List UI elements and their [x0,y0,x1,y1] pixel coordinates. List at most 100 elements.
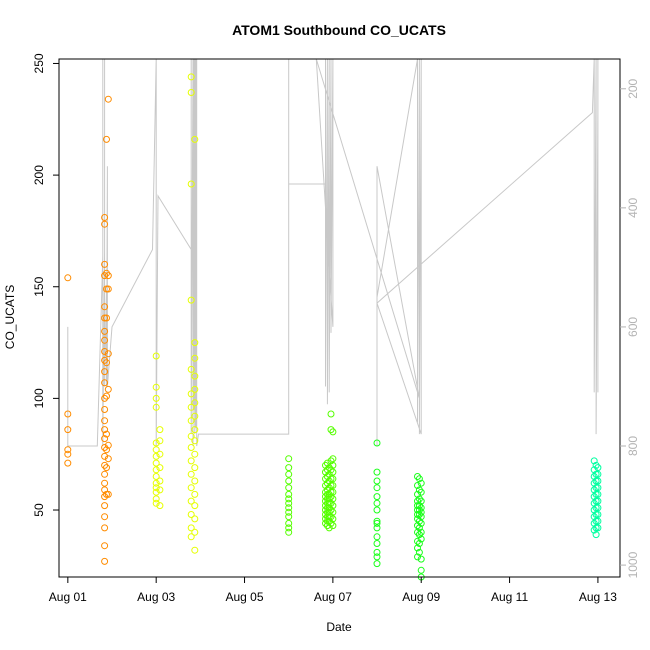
data-point [285,484,293,492]
data-point [187,524,195,532]
data-point [414,502,421,510]
data-point [191,385,199,393]
data-point [101,379,109,387]
right-tick-label: 600 [626,317,640,337]
data-point [590,466,598,474]
data-point [104,350,112,358]
data-point [191,490,199,498]
data-point [187,73,195,81]
data-point [156,486,164,494]
data-point [327,506,335,514]
data-point [64,410,72,418]
data-point [101,260,109,268]
secondary-series-line [67,59,599,447]
data-point [101,336,109,344]
data-point [414,544,421,552]
data-point [101,502,109,510]
data-point [101,356,109,364]
data-point [104,490,112,498]
data-point [101,406,109,413]
data-point [191,399,199,407]
y-tick-label: 50 [32,503,46,517]
data-point [103,430,110,438]
data-point [101,348,109,355]
data-point [101,524,109,532]
data-point [101,557,109,565]
data-point [329,495,337,503]
data-point [327,519,335,527]
data-point [187,444,195,451]
scatter-points-layer [64,73,602,581]
data-point [415,540,423,547]
data-point [285,455,293,463]
data-point [101,444,109,451]
data-point [590,479,598,487]
y-axis-label: CO_UCATS [3,285,17,349]
data-point [373,517,381,525]
data-point [594,477,602,485]
data-point [329,488,337,496]
data-point [104,455,112,463]
data-point [191,135,199,143]
data-point [104,95,112,103]
data-point [285,470,293,478]
data-point [414,528,421,536]
data-point [285,504,293,512]
data-point [414,473,421,480]
data-point [325,495,333,503]
data-point [590,457,598,465]
data-point [329,475,337,483]
data-point [101,214,109,221]
data-point [156,437,164,445]
data-point [285,499,293,507]
data-point [187,365,195,373]
data-point [417,535,425,543]
data-point [414,522,421,530]
data-point [329,482,337,489]
data-point [327,499,335,507]
data-point [373,548,381,556]
data-point [327,488,335,496]
data-point [327,475,335,483]
data-point [152,383,160,391]
data-point [414,553,421,561]
data-point [329,428,337,436]
x-tick-label: Aug 03 [137,590,175,604]
data-point [101,513,109,521]
right-tick-label: 1000 [626,551,640,578]
data-point [187,89,195,96]
data-point [152,466,160,474]
data-point [373,560,381,568]
data-point [373,519,381,527]
data-point [152,488,160,496]
data-point [101,417,109,425]
data-point [191,528,199,536]
data-point [594,497,602,505]
data-point [104,272,112,280]
data-point [327,466,335,474]
data-point [285,524,293,532]
data-point [191,546,199,554]
x-tick-label: Aug 09 [402,590,440,604]
data-point [101,493,109,501]
data-point [64,450,72,458]
data-point [417,566,425,574]
data-point [101,394,109,402]
data-point [152,479,160,487]
data-point [594,504,602,512]
data-point [103,464,110,472]
data-point [329,468,337,476]
data-point [101,486,109,494]
data-point [590,513,598,521]
data-point [414,490,421,498]
data-point [101,272,109,280]
data-point [325,508,333,516]
y-tick-label: 250 [32,53,46,73]
data-point [594,524,602,532]
data-point [104,385,112,393]
data-point [101,435,109,443]
data-point [191,412,199,420]
data-point [187,403,195,411]
data-point [415,531,423,539]
